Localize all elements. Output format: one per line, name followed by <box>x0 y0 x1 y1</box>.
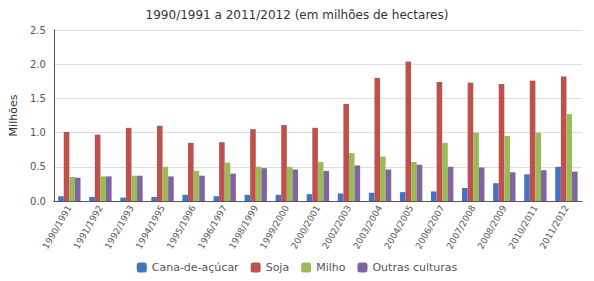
svg-text:2002/2003: 2002/2003 <box>320 203 353 250</box>
svg-text:1999/2000: 1999/2000 <box>258 203 291 250</box>
svg-text:1.5: 1.5 <box>30 93 46 104</box>
svg-text:2003/2004: 2003/2004 <box>351 203 384 250</box>
svg-text:Cana-de-açúcar: Cana-de-açúcar <box>152 261 239 274</box>
svg-text:2006/2007: 2006/2007 <box>413 203 446 250</box>
svg-text:1990/1991 a 2011/2012 (em milh: 1990/1991 a 2011/2012 (em milhões de hec… <box>146 8 449 22</box>
svg-text:2008/2009: 2008/2009 <box>476 203 509 250</box>
svg-text:1990/1991: 1990/1991 <box>41 203 74 250</box>
svg-text:Milhões: Milhões <box>7 94 20 136</box>
svg-text:Soja: Soja <box>266 261 290 274</box>
svg-text:1994/1995: 1994/1995 <box>134 203 167 250</box>
svg-text:Milho: Milho <box>316 261 346 274</box>
svg-text:1.0: 1.0 <box>30 127 46 138</box>
svg-text:Outras culturas: Outras culturas <box>372 261 457 274</box>
svg-text:1992/1993: 1992/1993 <box>103 203 136 250</box>
svg-text:2007/2008: 2007/2008 <box>445 203 478 250</box>
svg-text:1995/1996: 1995/1996 <box>165 203 198 250</box>
svg-text:2010/2011: 2010/2011 <box>507 203 540 250</box>
svg-text:1998/1999: 1998/1999 <box>227 203 260 250</box>
svg-text:1996/1997: 1996/1997 <box>196 203 229 250</box>
svg-text:2011/2012: 2011/2012 <box>538 203 571 250</box>
svg-text:1991/1992: 1991/1992 <box>72 203 105 250</box>
svg-text:2.0: 2.0 <box>30 59 46 70</box>
svg-text:2004/2005: 2004/2005 <box>382 203 415 250</box>
svg-text:2.5: 2.5 <box>30 25 46 36</box>
svg-text:0.0: 0.0 <box>30 196 46 207</box>
svg-text:0.5: 0.5 <box>30 161 46 172</box>
svg-text:2000/2001: 2000/2001 <box>289 203 322 250</box>
